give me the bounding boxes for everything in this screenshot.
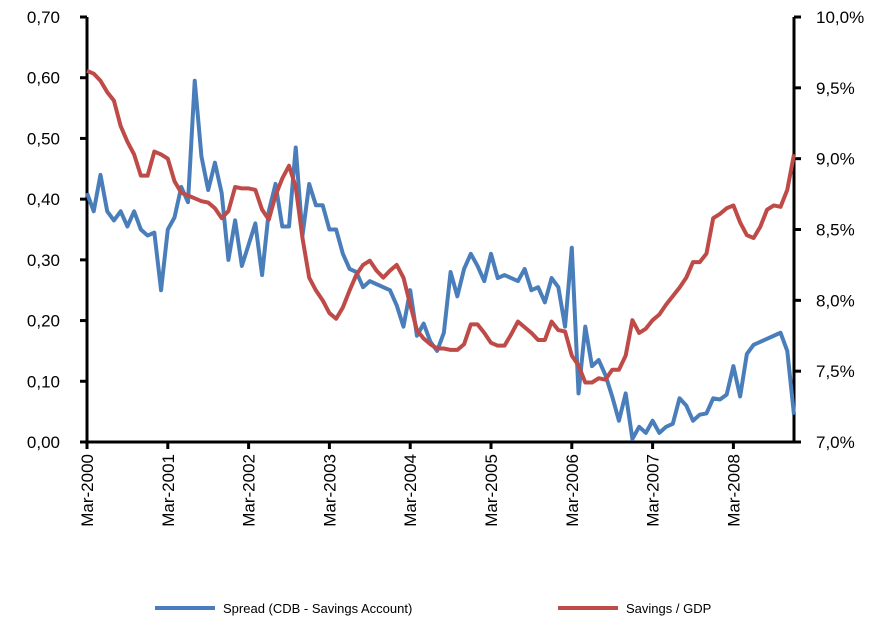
y-tick-label: 0,00 (27, 433, 60, 452)
x-tick-label: Mar-2005 (482, 454, 501, 527)
series-line (86, 68, 796, 385)
y-tick-label: 0,40 (27, 190, 60, 209)
y2-tick-label: 10,0% (816, 8, 864, 27)
y2-tick-label: 7,5% (816, 362, 855, 381)
y2-tick-label: 9,5% (816, 79, 855, 98)
x-tick-label: Mar-2008 (724, 454, 743, 527)
y-tick-label: 0,70 (27, 8, 60, 27)
y-tick-label: 0,60 (27, 69, 60, 88)
x-tick-label: Mar-2000 (78, 454, 97, 527)
y2-tick-label: 7,0% (816, 433, 855, 452)
y2-tick-label: 8,5% (816, 221, 855, 240)
y2-tick-label: 9,0% (816, 150, 855, 169)
x-tick-label: Mar-2004 (401, 454, 420, 527)
x-tick-label: Mar-2001 (159, 454, 178, 527)
y2-tick-label: 8,0% (816, 291, 855, 310)
y-tick-label: 0,30 (27, 251, 60, 270)
series-line (85, 78, 796, 441)
x-tick-label: Mar-2002 (240, 454, 259, 527)
y-tick-label: 0,20 (27, 312, 60, 331)
y-tick-label: 0,10 (27, 372, 60, 391)
y-tick-label: 0,50 (27, 129, 60, 148)
legend-label: Savings / GDP (626, 601, 711, 616)
x-tick-label: Mar-2003 (320, 454, 339, 527)
x-tick-label: Mar-2006 (563, 454, 582, 527)
x-tick-label: Mar-2007 (644, 454, 663, 527)
legend-label: Spread (CDB - Savings Account) (223, 601, 412, 616)
